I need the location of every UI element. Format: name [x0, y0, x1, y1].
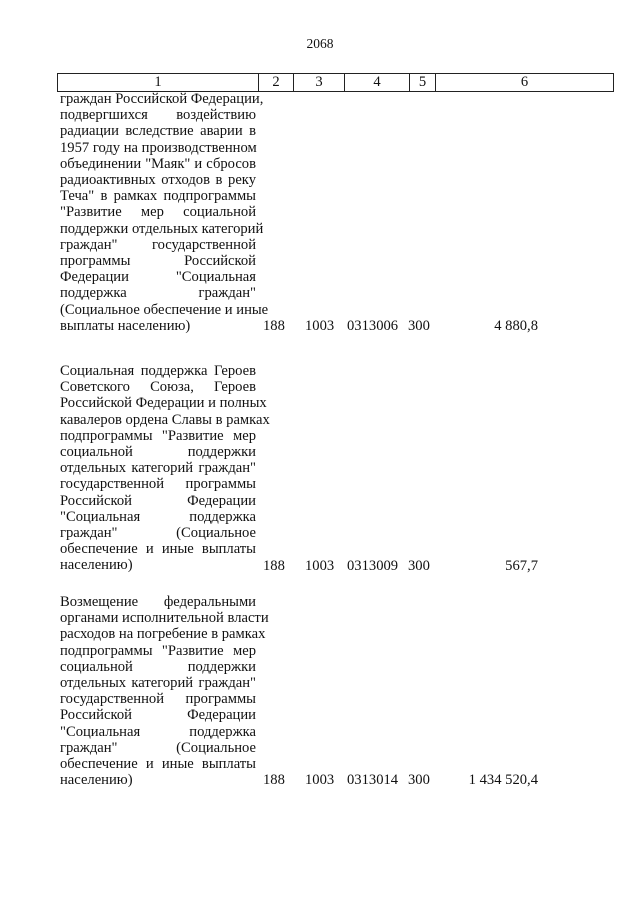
description-line: Российской Федерации	[60, 492, 256, 509]
description-line: граждан" (Социальное	[60, 525, 256, 542]
description-line: органами исполнительной власти	[60, 610, 269, 627]
description-line: Российской Федерации и полных	[60, 395, 267, 412]
description-line: отдельных категорий граждан"	[60, 460, 256, 477]
description-line: поддержки отдельных категорий	[60, 220, 264, 237]
description-line: Федерации "Социальная	[60, 269, 256, 286]
description-line: социальной поддержки	[60, 444, 256, 461]
description-line: объединении "Маяк" и сбросов	[60, 155, 256, 172]
description-line: Социальная поддержка Героев	[60, 363, 256, 379]
header-col-5: 5	[410, 74, 436, 91]
description-line: государственной программы	[60, 476, 256, 493]
row-description: граждан Российской Федерации, подвергшихс…	[60, 91, 269, 334]
description-line: социальной поддержки	[60, 658, 256, 675]
header-col-6: 6	[520, 74, 529, 90]
description-line: выплаты населению)	[60, 317, 191, 334]
cell-c3: 1003	[305, 557, 335, 574]
description-line: программы Российской	[60, 253, 256, 270]
cell-c3: 1003	[305, 318, 335, 335]
description-line: населению)	[60, 772, 133, 789]
description-line: радиоактивных отходов в реку	[60, 172, 256, 189]
row-description: Социальная поддержка Героев Советского Со…	[60, 363, 270, 574]
header-col-3: 3	[294, 74, 345, 91]
description-line: обеспечение и иные выплаты	[60, 541, 256, 558]
description-line: Советского Союза, Героев	[60, 379, 256, 396]
cell-c6: 567,7	[505, 557, 538, 574]
description-line: расходов на погребение в рамках	[60, 626, 266, 643]
description-line: населению)	[60, 557, 133, 574]
header-col-1: 1	[58, 74, 259, 91]
table-row: Возмещение федеральными органами исполнит…	[60, 594, 620, 788]
cell-c4: 0313006	[347, 318, 399, 335]
header-col-2: 2	[259, 74, 294, 91]
table-row: Социальная поддержка Героев Советского Со…	[60, 363, 620, 574]
description-line: "Развитие мер социальной	[60, 204, 256, 221]
description-line: 1957 году на производственном	[60, 139, 257, 156]
description-line: государственной программы	[60, 691, 256, 708]
description-line: подпрограммы "Развитие мер	[60, 427, 256, 444]
cell-c5: 300	[408, 557, 430, 574]
table-row: граждан Российской Федерации, подвергшихс…	[60, 91, 620, 334]
cell-c2: 188	[263, 557, 285, 574]
description-line: граждан" (Социальное	[60, 739, 256, 756]
description-line: отдельных категорий граждан"	[60, 675, 256, 692]
description-line: кавалеров ордена Славы в рамках	[60, 411, 270, 428]
description-line: граждан Российской Федерации,	[60, 91, 264, 107]
page-number: 2068	[306, 36, 334, 51]
cell-c5: 300	[408, 772, 430, 789]
description-line: Возмещение федеральными	[60, 594, 256, 610]
cell-c6: 4 880,8	[494, 318, 538, 335]
cell-c5: 300	[408, 318, 430, 335]
description-line: Теча" в рамках подпрограммы	[60, 188, 256, 205]
cell-c6: 1 434 520,4	[468, 772, 538, 789]
description-line: Российской Федерации	[60, 707, 256, 724]
cell-c4: 0313014	[347, 772, 399, 789]
description-line: подвергшихся воздействию	[60, 107, 256, 124]
description-line: поддержка граждан"	[60, 285, 256, 302]
description-line: граждан" государственной	[60, 236, 256, 253]
description-line: (Социальное обеспечение и иные	[60, 301, 269, 318]
cell-c2: 188	[263, 772, 285, 789]
description-line: "Социальная поддержка	[60, 723, 256, 740]
description-line: "Социальная поддержка	[60, 508, 256, 525]
table-header-row: 1 2 3 4 5 6	[57, 73, 614, 92]
row-description: Возмещение федеральными органами исполнит…	[60, 594, 269, 789]
cell-c4: 0313009	[347, 557, 399, 574]
description-line: подпрограммы "Развитие мер	[60, 642, 256, 659]
cell-c3: 1003	[305, 772, 335, 789]
header-col-4: 4	[345, 74, 410, 91]
cell-c2: 188	[263, 318, 285, 335]
description-line: обеспечение и иные выплаты	[60, 756, 256, 773]
description-line: радиации вследствие аварии в	[60, 123, 256, 140]
